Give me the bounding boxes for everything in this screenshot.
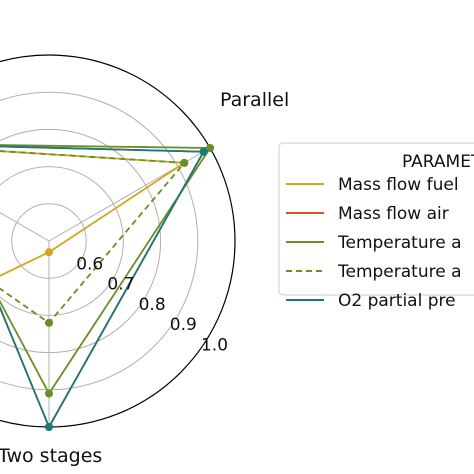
- legend-label: O2 partial pre: [338, 291, 456, 311]
- radial-tick-label: 0.7: [107, 275, 134, 295]
- series-line: [0, 144, 212, 396]
- grid-spoke: [0, 212, 50, 242]
- legend-entries: Mass flow fuel Mass flow air Temperature a…: [286, 175, 462, 311]
- legend-label: Mass flow fuel: [338, 175, 459, 195]
- series-point: [45, 423, 53, 431]
- grid-ring: [0, 91, 199, 391]
- legend-title: PARAMETERS: [402, 152, 474, 172]
- legend-label: Temperature a: [337, 262, 462, 282]
- radar-grid: [0, 54, 236, 428]
- series-point: [45, 248, 53, 257]
- axis-label-two-stages: Two stages: [0, 445, 102, 467]
- legend-label: Temperature a: [337, 233, 462, 253]
- legend: PARAMETERS Mass flow fuel Mass flow air Te…: [278, 142, 474, 311]
- series-line: [0, 145, 206, 430]
- legend-label: Mass flow air: [338, 204, 449, 224]
- radial-tick-label: 0.9: [170, 315, 197, 335]
- radial-ticks: 0.60.70.80.91.0: [76, 254, 228, 355]
- series-point: [180, 158, 189, 167]
- radial-tick-label: 1.0: [201, 335, 228, 355]
- series-point: [45, 389, 53, 398]
- grid-ring: [0, 166, 124, 316]
- series-point: [45, 318, 53, 327]
- series-point: [199, 147, 208, 156]
- legend-frame: [278, 142, 474, 296]
- radial-tick-label: 0.8: [139, 295, 166, 315]
- radar-series: [0, 144, 215, 431]
- series-line: [0, 150, 187, 325]
- radial-tick-label: 0.6: [76, 254, 103, 274]
- grid-ring: [0, 128, 162, 354]
- series-point: [206, 144, 215, 152]
- axis-label-parallel: Parallel: [220, 89, 289, 111]
- grid-ring: [0, 54, 236, 428]
